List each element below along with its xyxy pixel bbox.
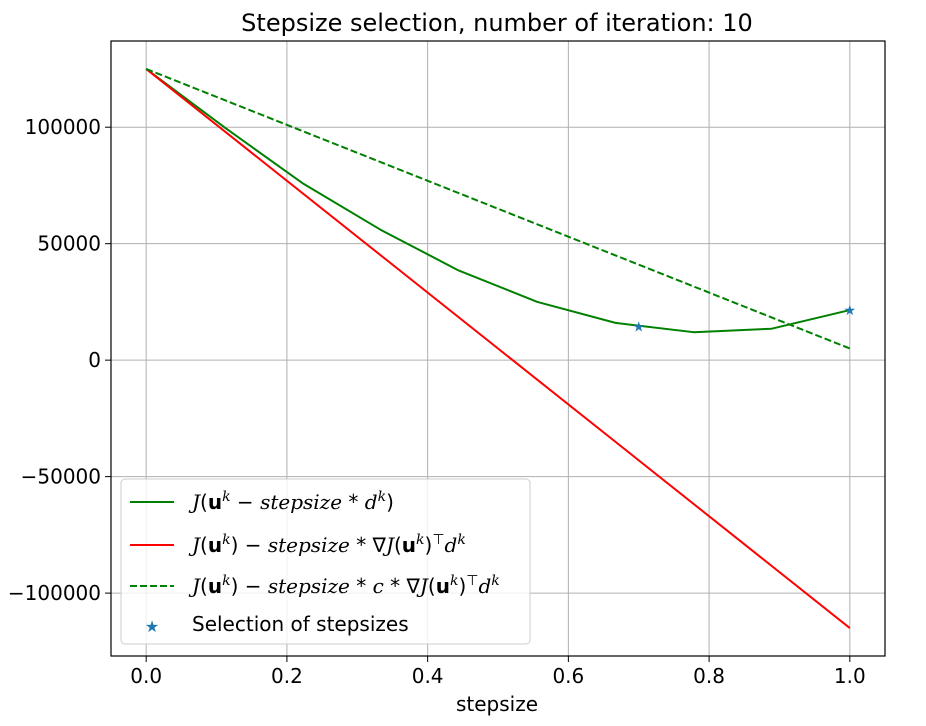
- selection-markers: ★★: [632, 303, 856, 335]
- series-line-3: [145, 68, 851, 350]
- selection-star-point: ★: [632, 319, 645, 335]
- plot-frame: [110, 40, 886, 657]
- legend-label-objective: J(uk − stepsize * dk): [188, 489, 394, 514]
- x-tick-label: 0.2: [271, 664, 303, 688]
- y-tick-label: −50000: [21, 465, 101, 489]
- legend: J(uk − stepsize * dk) J(uk) − stepsize *…: [120, 478, 531, 645]
- series-layer: [145, 68, 851, 629]
- y-tick-label: 100000: [25, 115, 101, 139]
- y-tick-label: 50000: [37, 232, 101, 256]
- x-tick-label: 0.8: [693, 664, 725, 688]
- x-axis-ticks: 0.0 0.2 0.4 0.6 0.8 1.0: [130, 656, 866, 688]
- x-tick-label: 1.0: [834, 664, 866, 688]
- y-tick-label: −100000: [8, 581, 101, 605]
- legend-label-linear-model: J(uk) − stepsize * ∇J(uk)⊤dk: [188, 532, 466, 557]
- legend-label-armijo: J(uk) − stepsize * c * ∇J(uk)⊤dk: [188, 573, 500, 598]
- x-axis-label: stepsize: [456, 692, 538, 716]
- legend-box: [120, 478, 531, 645]
- legend-label-selection: Selection of stepsizes: [192, 612, 409, 636]
- series-line-2: [145, 68, 851, 629]
- x-tick-label: 0.4: [412, 664, 444, 688]
- selection-star-point: ★: [844, 303, 857, 319]
- x-tick-label: 0.0: [130, 664, 162, 688]
- y-tick-label: 0: [88, 348, 101, 372]
- chart-title: Stepsize selection, number of iteration:…: [241, 9, 753, 37]
- series-line-1: [145, 68, 851, 334]
- y-axis-ticks: 100000 50000 0 −50000 −100000: [8, 115, 111, 605]
- legend-star-icon: ★: [145, 617, 159, 636]
- x-tick-label: 0.6: [552, 664, 584, 688]
